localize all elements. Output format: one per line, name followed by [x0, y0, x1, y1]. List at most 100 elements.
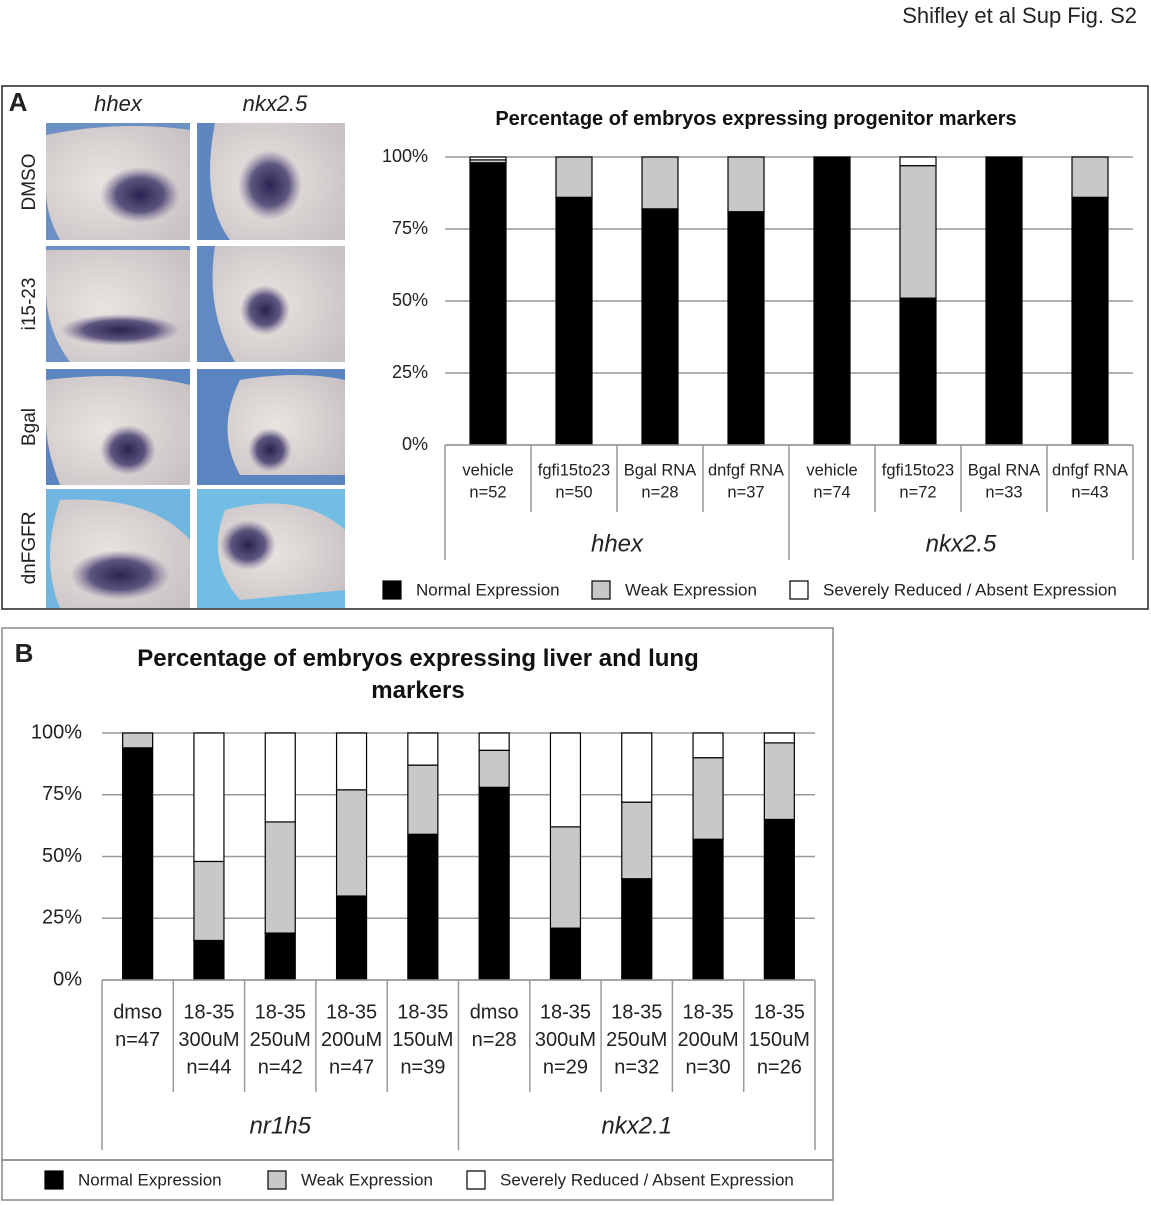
x-tick-label: 18-35 — [611, 1001, 662, 1023]
bar-segment — [899, 156, 937, 167]
column-label: nkx2.5 — [243, 91, 309, 116]
bar-segment — [469, 162, 507, 446]
y-tick-label: 75% — [42, 783, 82, 805]
legend-label: Severely Reduced / Absent Expression — [500, 1170, 794, 1189]
bar-segment — [899, 297, 937, 446]
bar-segment — [1071, 196, 1109, 446]
x-tick-label: fgfi15to23 — [538, 461, 610, 479]
chart-title-box: Percentage of embryos expressing progeni… — [495, 108, 1017, 130]
x-tick-label: 18-35 — [183, 1001, 234, 1023]
bar-segment — [478, 732, 510, 751]
x-tick-label: n=33 — [985, 483, 1022, 501]
legend-label: Normal Expression — [416, 580, 560, 599]
y-tick-label: 0% — [402, 434, 428, 454]
y-tick-label: 25% — [392, 362, 428, 382]
legend-label: Weak Expression — [625, 580, 757, 599]
x-tick-label: n=29 — [543, 1056, 588, 1078]
legend-swatch — [382, 580, 402, 600]
legend-label: Weak Expression — [301, 1170, 433, 1189]
x-tick-label: vehicle — [462, 461, 513, 479]
image — [46, 123, 190, 240]
bar-segment — [549, 927, 582, 981]
bar-segment — [985, 156, 1023, 446]
x-tick-label: n=37 — [727, 483, 764, 501]
bar-segment — [692, 838, 724, 981]
x-tick-label: dnfgf RNA — [1052, 461, 1128, 479]
bar-segment — [621, 732, 653, 803]
bar-segment — [621, 878, 653, 981]
legend-swatch — [466, 1170, 486, 1190]
x-tick-label: dnfgf RNA — [708, 461, 784, 479]
x-tick-label: 200uM — [321, 1029, 382, 1051]
legend-label: Severely Reduced / Absent Expression — [823, 580, 1117, 599]
x-tick-label: n=28 — [641, 483, 678, 501]
x-tick-label: 18-35 — [326, 1001, 377, 1023]
x-tick-label: 18-35 — [754, 1001, 805, 1023]
legend-swatch — [789, 580, 809, 600]
bar-segment — [813, 156, 851, 446]
x-tick-label: 18-35 — [540, 1001, 591, 1023]
bar-segment — [763, 742, 795, 821]
bar-segment — [899, 165, 937, 299]
bar-segment — [478, 786, 510, 981]
y-tick-label: 50% — [42, 845, 82, 867]
y-tick-label: 0% — [53, 968, 82, 990]
bar-segment — [763, 818, 795, 981]
image — [197, 246, 345, 362]
x-tick-label: n=50 — [555, 483, 592, 501]
bar-segment — [555, 196, 593, 446]
x-tick-label: n=72 — [899, 483, 936, 501]
bar-segment — [264, 932, 296, 981]
row-label: Bgal — [19, 408, 40, 446]
column-label: hhex — [94, 91, 143, 116]
legend-swatch — [44, 1170, 64, 1190]
y-tick-label: 100% — [31, 721, 82, 743]
x-tick-label: n=47 — [329, 1056, 374, 1078]
x-tick-label: dmso — [113, 1001, 162, 1023]
legend-label: Normal Expression — [78, 1170, 222, 1189]
bar-segment — [641, 208, 679, 446]
chart-title: Percentage of embryos expressing progeni… — [495, 108, 1017, 130]
bar-segment — [264, 821, 296, 934]
bar-segment — [621, 801, 653, 880]
y-tick-label: 25% — [42, 907, 82, 929]
x-tick-label: 150uM — [749, 1029, 810, 1051]
x-tick-label: n=26 — [757, 1056, 802, 1078]
bar-segment — [549, 826, 582, 929]
bar-segment — [335, 895, 368, 981]
bar-segment — [264, 732, 296, 823]
bar-segment — [692, 732, 724, 759]
x-tick-label: n=30 — [686, 1056, 731, 1078]
x-tick-label: n=39 — [400, 1056, 445, 1078]
group-label: nkx2.5 — [926, 530, 997, 557]
group-label: nkx2.1 — [601, 1112, 672, 1139]
bar-segment — [727, 156, 765, 213]
image — [46, 489, 190, 608]
bar-segment — [193, 860, 225, 942]
x-tick-label: n=42 — [258, 1056, 303, 1078]
bar-segment — [407, 833, 439, 981]
bar-segment — [727, 211, 765, 446]
bar-segment — [555, 156, 593, 198]
x-tick-label: 18-35 — [682, 1001, 733, 1023]
panel-label: B — [15, 638, 34, 668]
image — [46, 369, 190, 485]
bar-segment — [692, 757, 724, 840]
panel-label: A — [9, 87, 28, 117]
legend-swatch — [267, 1170, 287, 1190]
x-tick-label: 18-35 — [255, 1001, 306, 1023]
bar-segment — [335, 789, 368, 897]
image — [197, 369, 345, 485]
x-tick-label: n=32 — [614, 1056, 659, 1078]
group-label: nr1h5 — [250, 1112, 312, 1139]
x-tick-label: 200uM — [677, 1029, 738, 1051]
panel-a-frame — [1, 85, 1149, 610]
x-tick-label: 150uM — [392, 1029, 453, 1051]
x-tick-label: Bgal RNA — [968, 461, 1040, 479]
legend-swatch — [591, 580, 611, 600]
row-label: dnFGFR — [19, 512, 40, 585]
chart-title: Percentage of embryos expressing liver a… — [137, 645, 699, 705]
bar-segment — [763, 732, 795, 744]
x-tick-label: n=43 — [1071, 483, 1108, 501]
